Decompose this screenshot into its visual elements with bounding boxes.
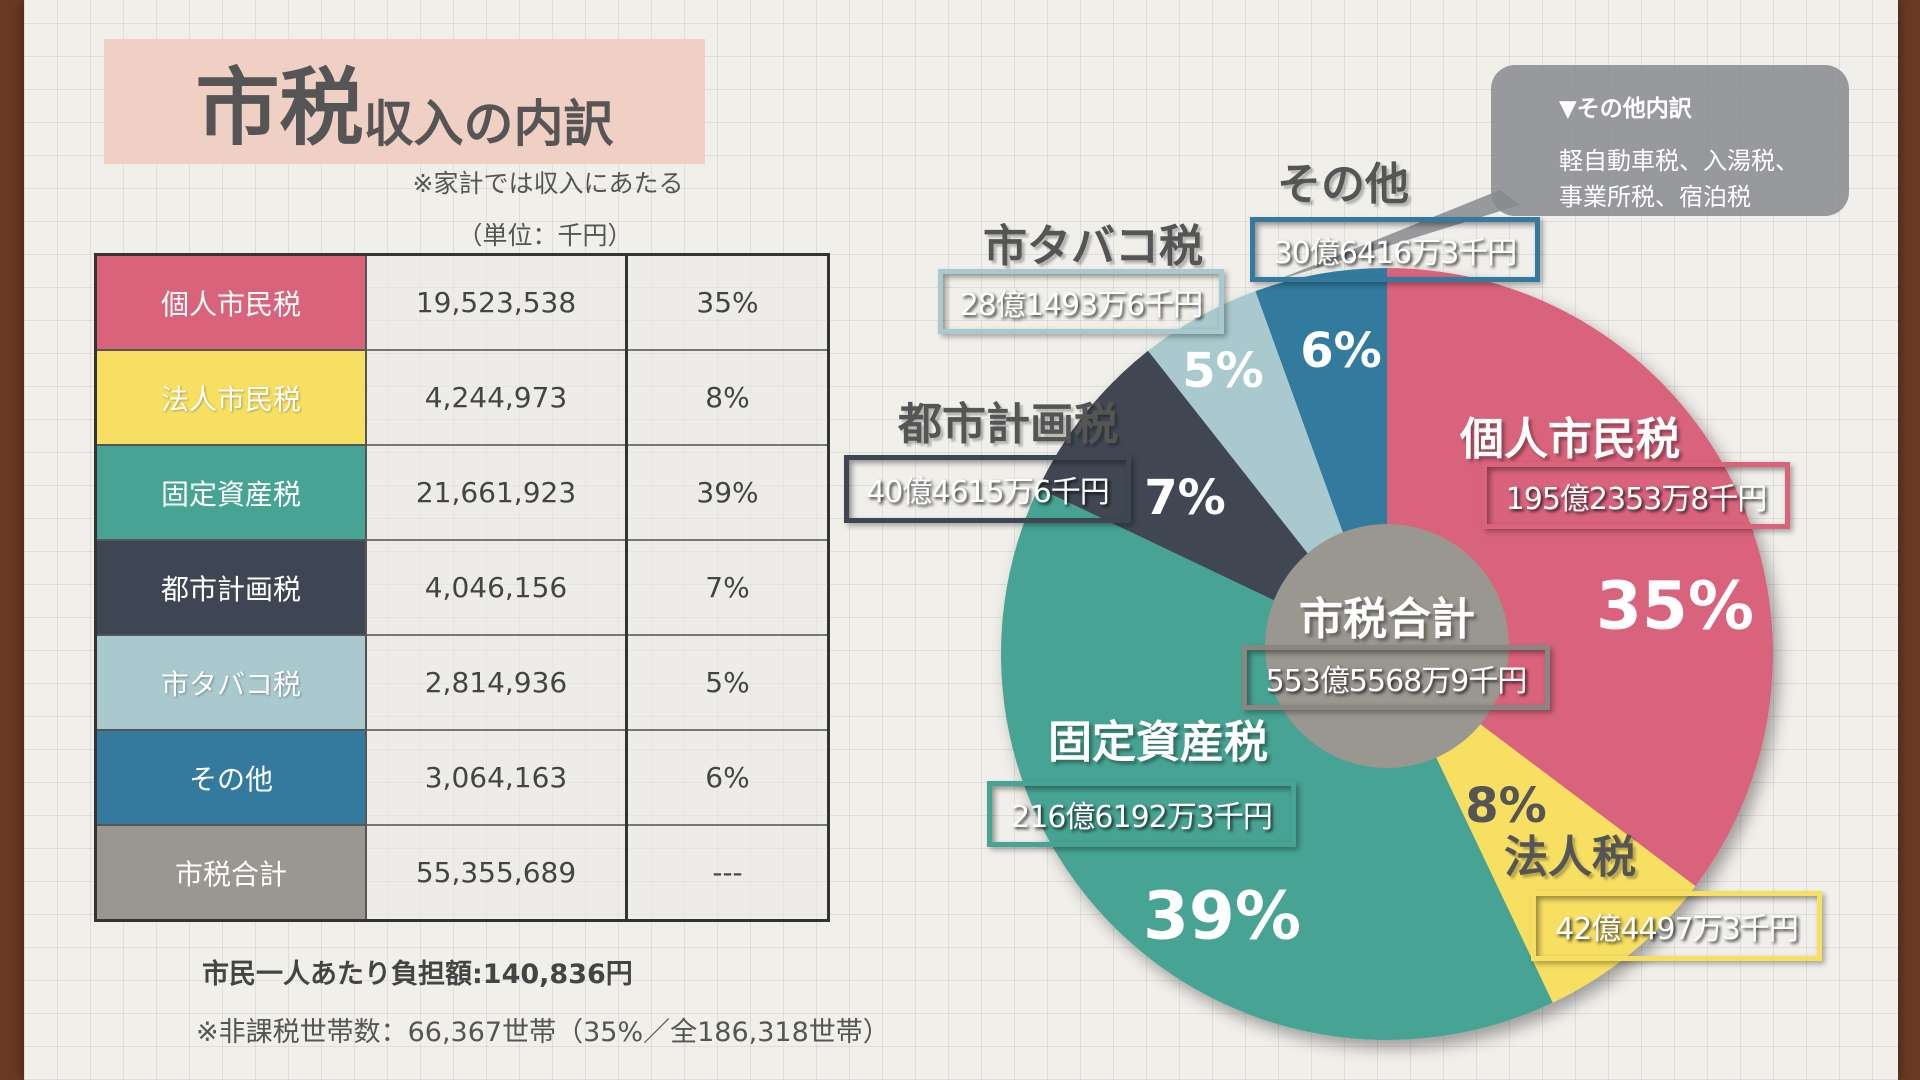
pct-city-planning: 7% [1144, 470, 1226, 526]
pct-other: 6% [1300, 323, 1382, 379]
table-row: 法人市民税 4,244,973 8% [94, 349, 830, 446]
pie-slice-1 [1387, 654, 1696, 1003]
percent-cell: 7% [625, 539, 830, 636]
label-other: その他 [1277, 159, 1409, 210]
pct-corporate: 8% [1465, 778, 1547, 834]
other-breakdown-callout: ▼その他内訳 軽自動車税、入湯税、 事業所税、宿泊税 [1491, 65, 1849, 216]
household-note: ※家計では収入にあたる [412, 169, 684, 198]
amount-cell: 4,244,973 [365, 349, 628, 446]
pct-tobacco: 5% [1182, 343, 1264, 399]
pie-slice-0 [1387, 268, 1774, 887]
callout-line: 軽自動車税、入湯税、 [1559, 147, 1799, 175]
title-sub: 収入の内訳 [363, 94, 614, 153]
value-corporate: 42億4497万3千円 [1531, 891, 1822, 961]
title-main: 市税 [195, 59, 364, 157]
value-fixed-asset: 216億6192万3千円 [987, 781, 1296, 847]
value-total: 553億5568万9千円 [1242, 645, 1550, 710]
callout-line: 事業所税、宿泊税 [1559, 183, 1751, 211]
table-row: その他 3,064,163 6% [94, 729, 830, 826]
label-individual: 個人市民税 [1460, 414, 1680, 465]
tax-name-cell: 都市計画税 [94, 539, 367, 636]
pct-individual: 35% [1596, 567, 1754, 645]
callout-pointer [1272, 190, 1520, 282]
value-city-planning: 40億4615万6千円 [844, 455, 1131, 523]
tax-name-cell: 固定資産税 [94, 444, 367, 541]
percent-cell: 6% [625, 729, 830, 826]
amount-cell: 4,046,156 [365, 539, 628, 636]
value-tobacco: 28億1493万6千円 [938, 269, 1224, 334]
page-title: 市税 収入の内訳 [104, 39, 705, 164]
tax-name-cell: 市タバコ税 [94, 634, 367, 731]
percent-cell: 8% [625, 349, 830, 446]
percent-cell: --- [625, 824, 830, 922]
value-other: 30億6416万3千円 [1250, 217, 1540, 282]
tax-table: 個人市民税 19,523,538 35% 法人市民税 4,244,973 8% 固定資産税 2… [94, 253, 830, 922]
percent-cell: 35% [625, 253, 830, 351]
tax-exempt-households: ※非課税世帯数：66,367世帯（35%／全186,318世帯） [196, 1017, 890, 1048]
amount-cell: 3,064,163 [365, 729, 628, 826]
table-row: 固定資産税 21,661,923 39% [94, 444, 830, 541]
per-capita-burden: 市民一人あたり負担額:140,836円 [202, 959, 633, 990]
percent-cell: 5% [625, 634, 830, 731]
table-row: 市タバコ税 2,814,936 5% [94, 634, 830, 731]
unit-label: （単位：千円） [457, 221, 633, 250]
label-tobacco: 市タバコ税 [983, 221, 1203, 272]
label-corporate: 法人税 [1504, 832, 1636, 883]
value-individual: 195億2353万8千円 [1482, 462, 1790, 529]
pie-slice-2 [1001, 488, 1553, 1040]
pct-fixed-asset: 39% [1143, 877, 1301, 955]
amount-cell: 19,523,538 [365, 253, 628, 351]
amount-cell: 55,355,689 [365, 824, 628, 922]
callout-title: ▼その他内訳 [1559, 96, 1692, 122]
tax-name-cell: 個人市民税 [94, 253, 367, 351]
amount-cell: 2,814,936 [365, 634, 628, 731]
table-row: 個人市民税 19,523,538 35% [94, 253, 830, 351]
table-row: 都市計画税 4,046,156 7% [94, 539, 830, 636]
table-row: 市税合計 55,355,689 --- [94, 824, 830, 922]
amount-cell: 21,661,923 [365, 444, 628, 541]
label-city-planning: 都市計画税 [898, 399, 1118, 450]
label-total: 市税合計 [1299, 594, 1475, 645]
tax-name-cell: 市税合計 [94, 824, 367, 922]
percent-cell: 39% [625, 444, 830, 541]
tax-name-cell: その他 [94, 729, 367, 826]
tax-name-cell: 法人市民税 [94, 349, 367, 446]
label-fixed-asset: 固定資産税 [1048, 717, 1268, 768]
